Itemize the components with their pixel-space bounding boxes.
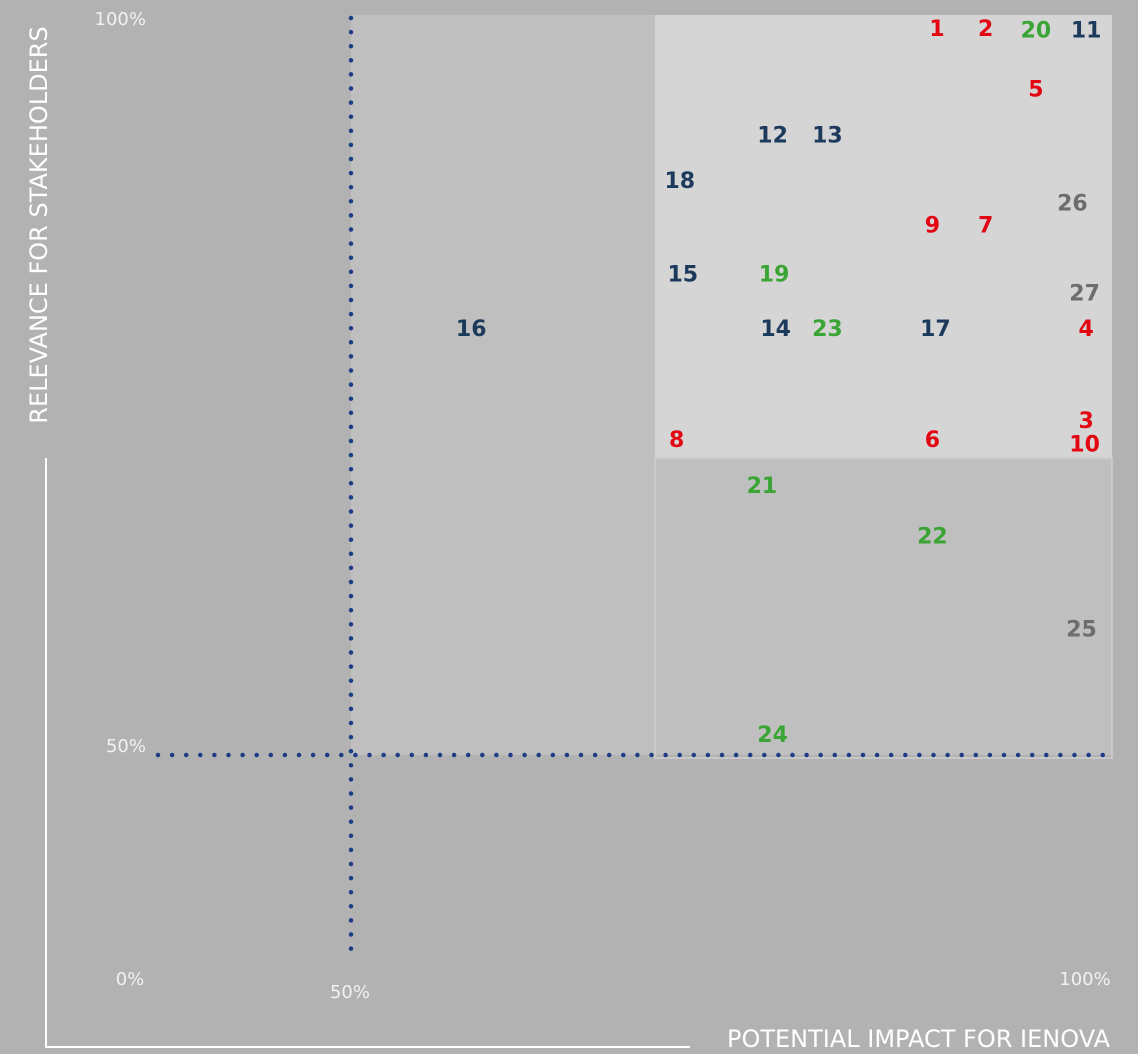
- point-label: 2: [978, 17, 993, 42]
- zone-border: [654, 457, 1113, 759]
- point-label: 10: [1069, 433, 1100, 458]
- point-label: 18: [664, 169, 695, 194]
- point-label: 12: [757, 123, 788, 148]
- point-label: 26: [1057, 191, 1088, 216]
- x-tick-label: 100%: [1059, 969, 1110, 990]
- point-label: 19: [759, 262, 790, 287]
- y-tick-label: 50%: [106, 736, 146, 757]
- point-label: 3: [1078, 409, 1093, 434]
- point-label: 21: [747, 474, 778, 499]
- point-label: 8: [669, 428, 684, 453]
- point-label: 11: [1071, 18, 1102, 43]
- zone-high: [655, 15, 1112, 458]
- point-label: 27: [1069, 282, 1100, 307]
- axis-frame: [45, 458, 690, 1048]
- point-label: 5: [1028, 77, 1043, 102]
- point-label: 16: [456, 317, 487, 342]
- x-tick-label: 50%: [330, 982, 370, 1003]
- y-axis-title: RELEVANCE FOR STAKEHOLDERS: [25, 26, 53, 423]
- point-label: 9: [925, 214, 940, 239]
- point-label: 24: [757, 723, 788, 748]
- point-label: 17: [920, 317, 951, 342]
- point-label: 6: [925, 428, 940, 453]
- point-label: 7: [978, 214, 993, 239]
- point-label: 25: [1066, 618, 1097, 643]
- point-label: 1: [929, 17, 944, 42]
- point-label: 20: [1021, 18, 1052, 43]
- x-axis-title: POTENTIAL IMPACT FOR IENOVA: [727, 1025, 1111, 1053]
- point-label: 15: [667, 262, 698, 287]
- point-label: 22: [917, 524, 948, 549]
- point-label: 4: [1078, 317, 1093, 342]
- y-tick-label: 100%: [95, 9, 146, 30]
- point-label: 13: [812, 123, 843, 148]
- point-label: 23: [812, 317, 843, 342]
- origin-label: 0%: [116, 969, 145, 990]
- point-label: 14: [760, 317, 791, 342]
